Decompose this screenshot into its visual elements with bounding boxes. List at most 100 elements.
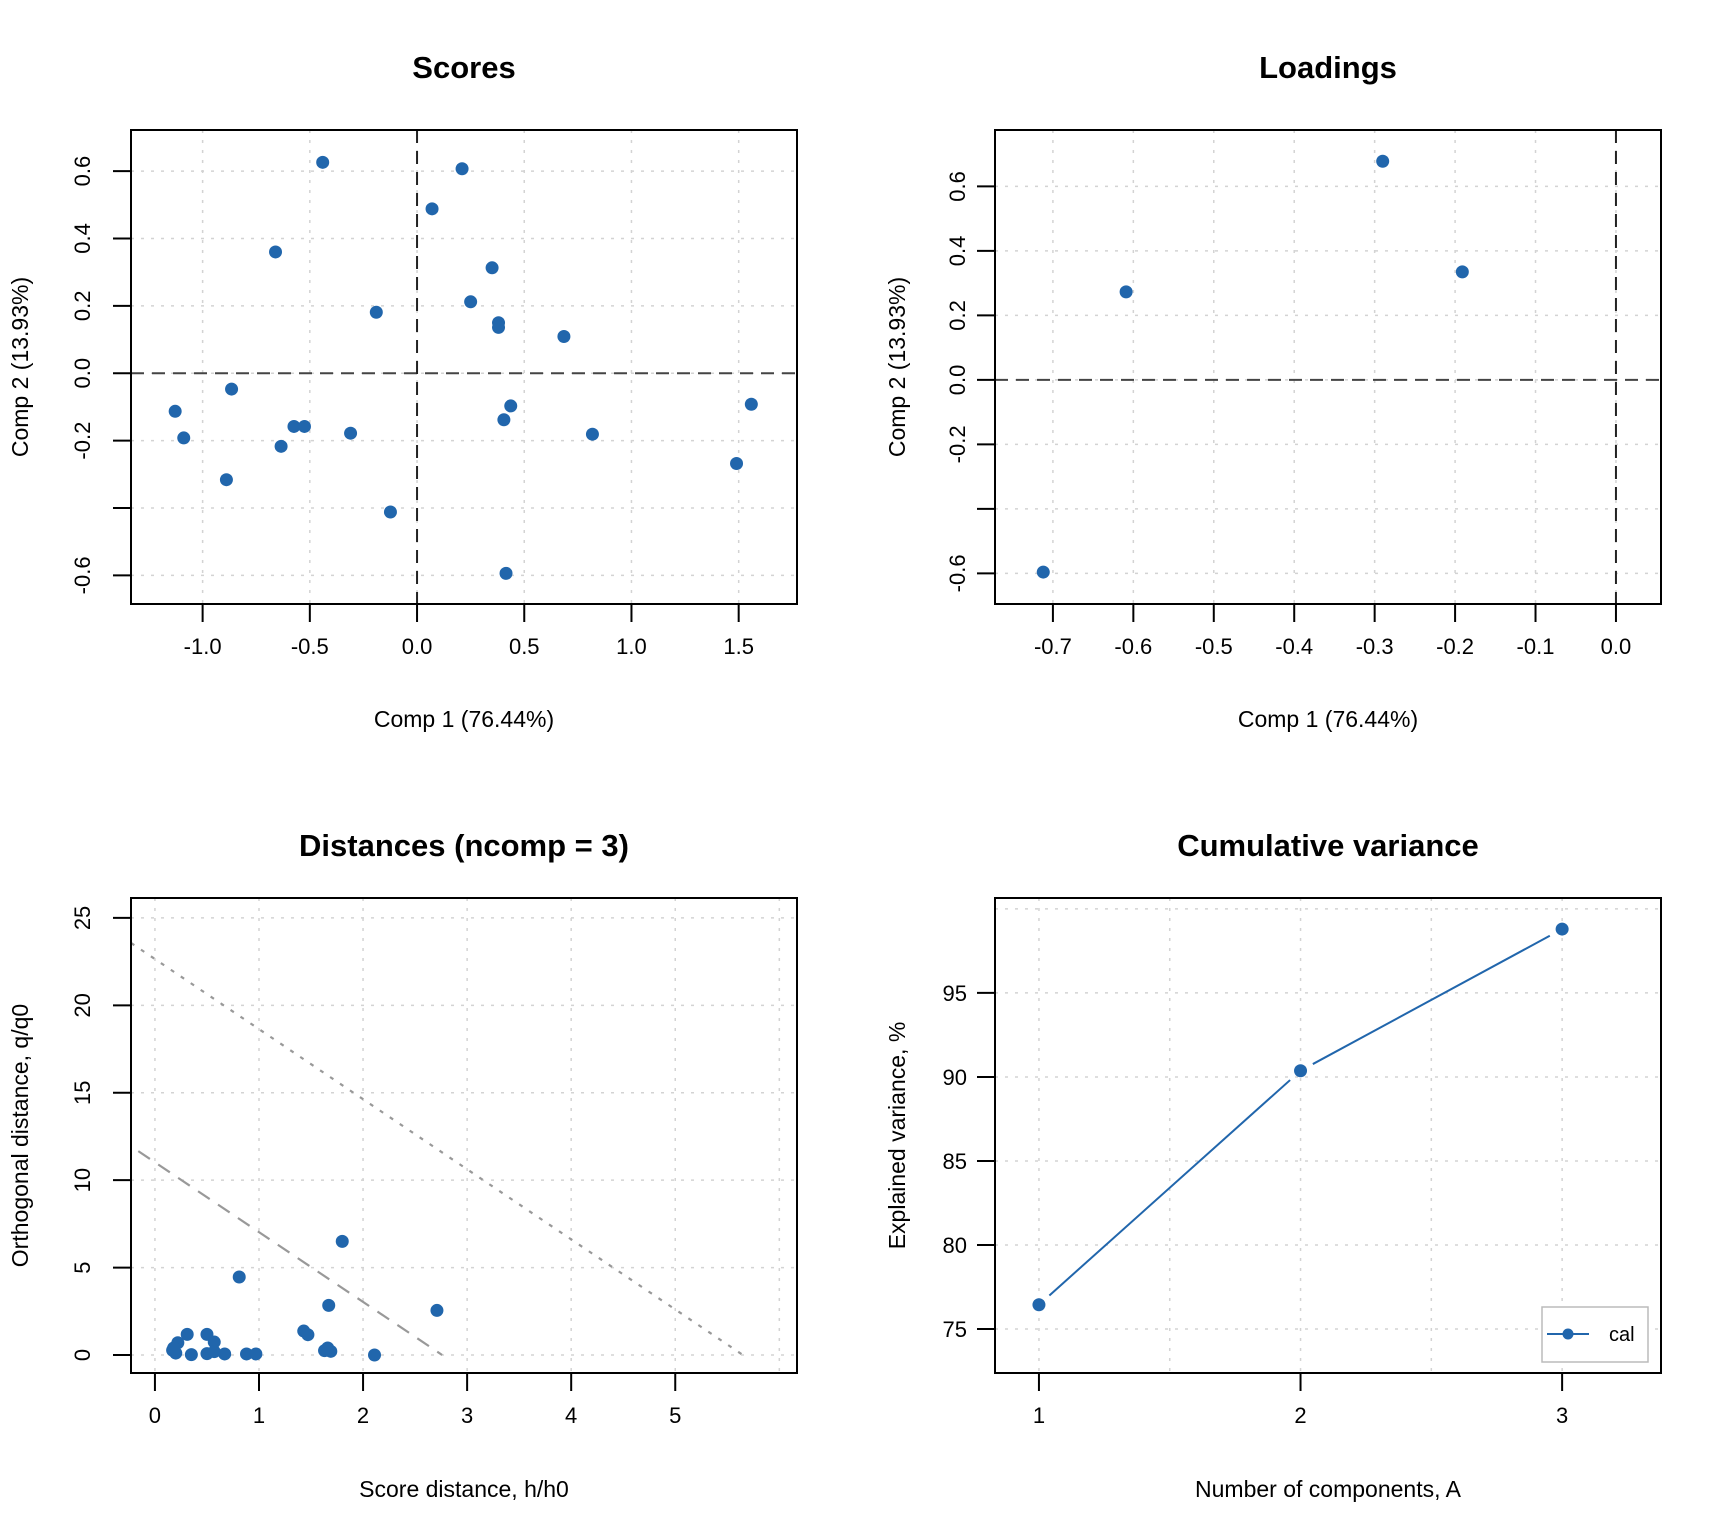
data-point[interactable] <box>180 1327 194 1341</box>
data-point[interactable] <box>232 1270 246 1284</box>
x-tick-label: -0.5 <box>291 634 329 659</box>
data-point[interactable] <box>1455 265 1469 279</box>
data-point[interactable] <box>430 1303 444 1317</box>
y-axis-label: Comp 2 (13.93%) <box>884 277 910 457</box>
data-point[interactable] <box>1119 285 1133 299</box>
data-point[interactable] <box>316 155 330 169</box>
x-tick-label: -1.0 <box>184 634 222 659</box>
data-point[interactable] <box>321 1341 335 1355</box>
data-point[interactable] <box>207 1345 221 1359</box>
y-tick-label: 10 <box>70 1168 95 1192</box>
y-tick-label: 90 <box>943 1065 967 1090</box>
data-point[interactable] <box>383 505 397 519</box>
data-point[interactable] <box>249 1347 263 1361</box>
data-point[interactable] <box>369 305 383 319</box>
plot-frame <box>994 129 1662 605</box>
data-point[interactable] <box>225 382 239 396</box>
x-tick-label: 1 <box>253 1403 265 1428</box>
data-point[interactable] <box>499 566 513 580</box>
data-point[interactable] <box>497 413 511 427</box>
y-axis-label: Comp 2 (13.93%) <box>7 277 33 457</box>
chart-title: Cumulative variance <box>1177 828 1479 863</box>
chart-title: Loadings <box>1259 50 1397 85</box>
y-tick-label: 0.0 <box>945 365 970 396</box>
data-point[interactable] <box>240 1347 254 1361</box>
data-point[interactable] <box>168 404 182 418</box>
x-tick-label: 0.0 <box>1601 634 1632 659</box>
data-point[interactable] <box>492 320 506 334</box>
x-tick-label: -0.2 <box>1436 634 1474 659</box>
outlier-limit-line <box>130 942 744 1356</box>
data-point[interactable] <box>485 261 499 275</box>
data-point[interactable] <box>344 426 358 440</box>
data-point[interactable] <box>557 330 571 344</box>
data-point[interactable] <box>297 419 311 433</box>
chart-title: Scores <box>412 50 515 85</box>
y-tick-label: 5 <box>70 1261 95 1273</box>
y-tick-label: 0.4 <box>945 236 970 267</box>
data-point[interactable] <box>218 1347 232 1361</box>
legend-marker <box>1562 1328 1574 1340</box>
y-tick-label: 15 <box>70 1081 95 1105</box>
x-tick-label: 2 <box>1294 1403 1306 1428</box>
data-point[interactable] <box>167 1341 181 1355</box>
x-tick-label: 3 <box>1556 1403 1568 1428</box>
y-axis-label: Orthogonal distance, q/q0 <box>7 1004 33 1267</box>
data-point[interactable] <box>504 399 518 413</box>
x-tick-label: 2 <box>357 1403 369 1428</box>
plot-frame <box>130 897 798 1374</box>
data-point[interactable] <box>368 1348 382 1362</box>
panel-distances: Distances (ncomp = 3) 0 1 2 3 4 5 0 5 10 15 20 25 Sco… <box>7 828 798 1502</box>
x-tick-label: -0.7 <box>1034 634 1072 659</box>
y-tick-label: 25 <box>70 906 95 930</box>
legend: cal <box>1541 1306 1649 1363</box>
data-point[interactable] <box>455 162 469 176</box>
y-tick-label: 95 <box>943 981 967 1006</box>
data-point[interactable] <box>207 1335 221 1349</box>
data-point[interactable] <box>1036 565 1050 579</box>
plot-frame <box>130 129 798 605</box>
data-point[interactable] <box>585 427 599 441</box>
y-tick-label: -0.6 <box>945 554 970 592</box>
x-tick-label: -0.1 <box>1517 634 1555 659</box>
x-axis-label: Number of components, A <box>1195 1476 1462 1502</box>
data-point[interactable] <box>464 295 478 309</box>
data-point[interactable] <box>184 1348 198 1362</box>
x-tick-label: -0.3 <box>1356 634 1394 659</box>
data-point[interactable] <box>730 457 744 471</box>
data-point[interactable] <box>1294 1064 1308 1078</box>
data-point[interactable] <box>335 1234 349 1248</box>
y-axis-label: Explained variance, % <box>884 1022 910 1250</box>
data-point[interactable] <box>1555 922 1569 936</box>
data-point[interactable] <box>219 473 233 487</box>
x-axis-label: Score distance, h/h0 <box>359 1476 569 1502</box>
x-tick-label: 4 <box>565 1403 577 1428</box>
x-tick-label: 1.0 <box>616 634 647 659</box>
data-point[interactable] <box>425 202 439 216</box>
y-tick-label: 0.0 <box>70 358 95 389</box>
data-point[interactable] <box>301 1328 315 1342</box>
data-point[interactable] <box>287 419 301 433</box>
y-tick-label: 75 <box>943 1317 967 1342</box>
y-tick-label: 0.2 <box>945 300 970 331</box>
data-point[interactable] <box>744 397 758 411</box>
data-point[interactable] <box>1376 154 1390 168</box>
y-tick-label: 20 <box>70 993 95 1017</box>
x-axis-label: Comp 1 (76.44%) <box>374 706 554 732</box>
y-tick-label: -0.2 <box>70 422 95 460</box>
data-point[interactable] <box>274 439 288 453</box>
y-tick-label: 0 <box>70 1349 95 1361</box>
panel-cumvar: Cumulative variance 1 2 3 75 80 85 90 95 Number o… <box>884 828 1662 1502</box>
data-point[interactable] <box>322 1298 336 1312</box>
y-tick-label: 0.6 <box>70 156 95 187</box>
y-tick-label: 0.2 <box>70 291 95 322</box>
x-tick-label: -0.5 <box>1195 634 1233 659</box>
data-point[interactable] <box>269 245 283 259</box>
data-point[interactable] <box>1032 1298 1046 1312</box>
data-point[interactable] <box>177 431 191 445</box>
x-tick-label: 1 <box>1033 1403 1045 1428</box>
y-tick-label: -0.6 <box>70 556 95 594</box>
x-tick-label: 0.0 <box>402 634 433 659</box>
x-axis-label: Comp 1 (76.44%) <box>1238 706 1418 732</box>
